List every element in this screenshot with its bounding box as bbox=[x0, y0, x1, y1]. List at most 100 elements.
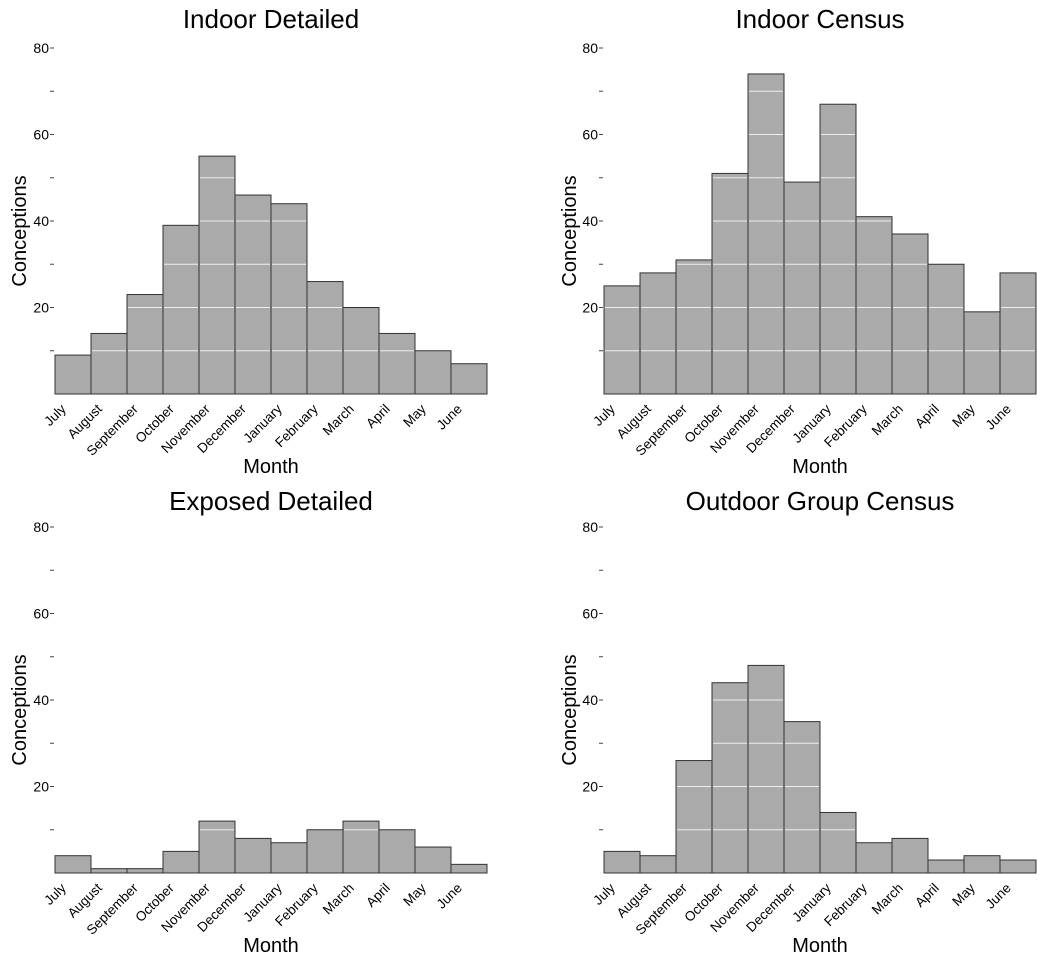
bar-april bbox=[378, 829, 416, 874]
x-axis-label: Month bbox=[243, 935, 299, 957]
bar-february bbox=[306, 281, 344, 395]
bar-september bbox=[126, 868, 164, 874]
bar-july bbox=[603, 850, 641, 874]
bar-july bbox=[54, 354, 92, 395]
bar-may bbox=[963, 311, 1001, 395]
bar-january bbox=[270, 203, 308, 395]
y-tick-label: 40 bbox=[33, 692, 49, 708]
bar-january bbox=[819, 811, 857, 874]
x-tick-label: March bbox=[320, 401, 357, 438]
panel-3: Exposed Detailed20406080JulyAugustSeptem… bbox=[9, 486, 488, 957]
bar-january bbox=[270, 842, 308, 874]
panel-2: Indoor Census20406080JulyAugustSeptember… bbox=[559, 4, 1037, 478]
bar-october bbox=[711, 682, 749, 874]
x-tick-label: July bbox=[590, 401, 618, 429]
panel-4: Outdoor Group Census20406080JulyAugustSe… bbox=[559, 486, 1037, 957]
y-tick-label: 20 bbox=[582, 779, 598, 795]
chart-title: Exposed Detailed bbox=[169, 486, 373, 516]
x-tick-label: March bbox=[869, 401, 906, 438]
x-tick-label: June bbox=[983, 880, 1014, 911]
panel-1: Indoor Detailed20406080JulyAugustSeptemb… bbox=[9, 4, 488, 478]
y-tick-label: 80 bbox=[33, 519, 49, 535]
bar-august bbox=[639, 272, 677, 395]
x-tick-label: July bbox=[41, 880, 69, 908]
bar-may bbox=[414, 350, 452, 395]
bar-february bbox=[306, 829, 344, 874]
bar-september bbox=[126, 294, 164, 395]
bar-september bbox=[675, 259, 713, 395]
x-tick-label: March bbox=[869, 880, 906, 917]
x-tick-label: May bbox=[949, 401, 978, 430]
x-tick-label: April bbox=[912, 401, 942, 431]
x-tick-label: July bbox=[41, 401, 69, 429]
bar-november bbox=[747, 664, 785, 874]
y-tick-label: 80 bbox=[582, 40, 598, 56]
bar-august bbox=[90, 332, 128, 395]
bar-march bbox=[342, 820, 380, 874]
bar-february bbox=[855, 216, 893, 395]
bar-july bbox=[54, 855, 92, 874]
y-tick-label: 20 bbox=[33, 300, 49, 316]
bar-december bbox=[783, 181, 821, 395]
bar-february bbox=[855, 842, 893, 874]
bar-april bbox=[378, 332, 416, 395]
bar-december bbox=[234, 194, 272, 395]
x-tick-label: July bbox=[590, 880, 618, 908]
bar-december bbox=[234, 837, 272, 874]
y-tick-label: 20 bbox=[582, 300, 598, 316]
y-tick-label: 80 bbox=[582, 519, 598, 535]
x-tick-label: May bbox=[400, 401, 429, 430]
chart-title: Indoor Census bbox=[735, 4, 904, 34]
y-tick-label: 20 bbox=[33, 779, 49, 795]
x-tick-label: April bbox=[912, 880, 942, 910]
bar-june bbox=[999, 272, 1037, 395]
x-tick-label: June bbox=[434, 401, 465, 432]
bar-june bbox=[450, 363, 488, 395]
bar-june bbox=[999, 859, 1037, 874]
bar-august bbox=[90, 868, 128, 874]
bar-march bbox=[891, 837, 929, 874]
bar-november bbox=[198, 155, 236, 395]
x-axis-label: Month bbox=[792, 935, 848, 957]
y-tick-label: 60 bbox=[33, 606, 49, 622]
x-axis-label: Month bbox=[792, 456, 848, 478]
y-axis-label: Conceptions bbox=[559, 654, 581, 765]
bar-april bbox=[927, 859, 965, 874]
x-tick-label: May bbox=[949, 880, 978, 909]
bar-september bbox=[675, 760, 713, 874]
x-axis-label: Month bbox=[243, 456, 299, 478]
chart-title: Indoor Detailed bbox=[183, 4, 359, 34]
bar-november bbox=[747, 73, 785, 395]
x-tick-label: April bbox=[363, 401, 393, 431]
chart-title: Outdoor Group Census bbox=[686, 486, 955, 516]
bar-october bbox=[162, 224, 200, 395]
y-tick-label: 80 bbox=[33, 40, 49, 56]
x-tick-label: June bbox=[983, 401, 1014, 432]
x-tick-label: April bbox=[363, 880, 393, 910]
x-tick-label: March bbox=[320, 880, 357, 917]
bar-april bbox=[927, 263, 965, 395]
bar-january bbox=[819, 103, 857, 395]
x-tick-label: June bbox=[434, 880, 465, 911]
bar-june bbox=[450, 863, 488, 874]
y-tick-label: 40 bbox=[582, 213, 598, 229]
bar-may bbox=[414, 846, 452, 874]
bar-october bbox=[162, 850, 200, 874]
bar-december bbox=[783, 721, 821, 874]
bar-march bbox=[891, 233, 929, 395]
bar-july bbox=[603, 285, 641, 395]
y-axis-label: Conceptions bbox=[559, 175, 581, 286]
x-tick-label: May bbox=[400, 880, 429, 909]
bar-october bbox=[711, 172, 749, 395]
y-axis-label: Conceptions bbox=[9, 654, 31, 765]
y-tick-label: 40 bbox=[582, 692, 598, 708]
bar-may bbox=[963, 855, 1001, 874]
bar-november bbox=[198, 820, 236, 874]
y-tick-label: 60 bbox=[582, 606, 598, 622]
y-tick-label: 60 bbox=[33, 127, 49, 143]
bar-august bbox=[639, 855, 677, 874]
y-tick-label: 60 bbox=[582, 127, 598, 143]
y-tick-label: 40 bbox=[33, 213, 49, 229]
y-axis-label: Conceptions bbox=[9, 175, 31, 286]
